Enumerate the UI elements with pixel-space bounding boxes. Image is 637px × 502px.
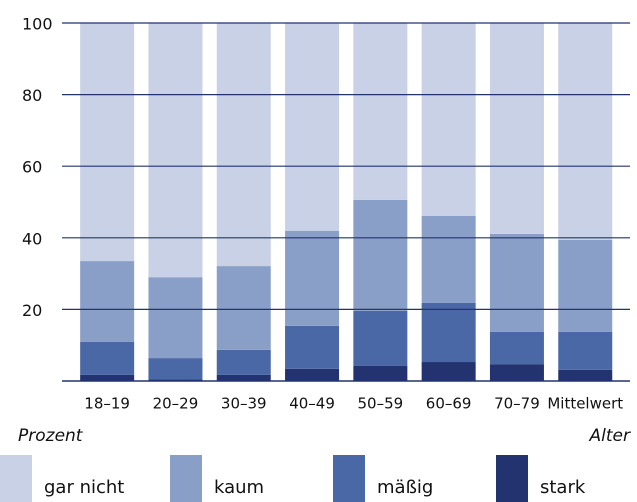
bar-segment <box>216 374 271 381</box>
bar-segment <box>216 349 271 375</box>
bar-segment <box>148 277 203 359</box>
x-tick-label: 18–19 <box>84 395 130 413</box>
legend-label: kaum <box>214 477 264 498</box>
x-tick-label: 20–29 <box>153 395 199 413</box>
bar-segment <box>353 23 408 200</box>
x-tick-label: 30–39 <box>221 395 267 413</box>
bar-segment <box>421 23 476 216</box>
x-tick-label: 50–59 <box>358 395 404 413</box>
bar-segment <box>353 365 408 381</box>
bar-segment <box>216 266 271 350</box>
bar-segment <box>489 23 544 234</box>
bar-segment <box>353 310 408 366</box>
y-tick-label: 80 <box>22 86 42 105</box>
legend-swatch <box>0 455 32 502</box>
x-tick-label: 60–69 <box>426 395 472 413</box>
y-tick-label: 40 <box>22 229 42 248</box>
bar-segment <box>558 23 613 240</box>
legend-swatch <box>496 455 528 502</box>
bar-segment <box>148 358 203 380</box>
bar-segment <box>285 23 340 231</box>
bar-segment <box>421 215 476 303</box>
bar-segment <box>80 341 135 375</box>
bar-segment <box>353 199 408 311</box>
legend-swatch <box>333 455 365 502</box>
bar-segment <box>421 302 476 363</box>
bar-segment <box>80 374 135 381</box>
x-tick-label: Mittelwert <box>547 395 623 413</box>
bar-segment <box>216 23 271 267</box>
x-tick-label: 70–79 <box>494 395 540 413</box>
bar-segment <box>285 230 340 326</box>
bar-segment <box>558 369 613 381</box>
y-tick-label: 20 <box>22 301 42 320</box>
y-tick-label: 100 <box>22 15 53 34</box>
legend-label: mäßig <box>377 477 433 498</box>
bar-segment <box>421 362 476 381</box>
bar-segment <box>489 233 544 332</box>
bar-segment <box>148 379 203 381</box>
bar-segment <box>558 331 613 370</box>
bar-segment <box>148 23 203 278</box>
legend-label: gar nicht <box>44 477 124 498</box>
bar-segment <box>80 261 135 342</box>
bar-segment <box>285 368 340 381</box>
bar-segment <box>558 239 613 332</box>
x-tick-label: 40–49 <box>289 395 335 413</box>
x-axis-label: Alter <box>589 426 631 446</box>
bar-segment <box>489 331 544 365</box>
legend-label: stark <box>540 477 586 498</box>
bar-segment <box>285 325 340 369</box>
y-axis-label: Prozent <box>18 426 84 446</box>
bar-segment <box>80 23 135 262</box>
legend-swatch <box>170 455 202 502</box>
bar-segment <box>489 364 544 381</box>
y-tick-label: 60 <box>22 158 42 177</box>
